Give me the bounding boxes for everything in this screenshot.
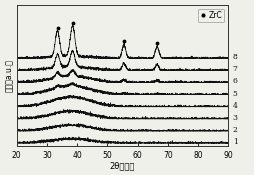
Legend: ZrC: ZrC xyxy=(197,9,224,22)
Text: 3: 3 xyxy=(232,114,237,122)
Text: 5: 5 xyxy=(232,90,237,97)
Text: 2: 2 xyxy=(232,126,237,134)
Text: 8: 8 xyxy=(232,53,237,61)
Text: 4: 4 xyxy=(232,102,237,110)
Y-axis label: 强度（a.u.）: 强度（a.u.） xyxy=(5,59,14,92)
Text: 7: 7 xyxy=(232,65,237,73)
X-axis label: 2θ（度）: 2θ（度） xyxy=(109,161,135,170)
Text: 1: 1 xyxy=(232,138,237,146)
Text: 6: 6 xyxy=(232,77,237,85)
